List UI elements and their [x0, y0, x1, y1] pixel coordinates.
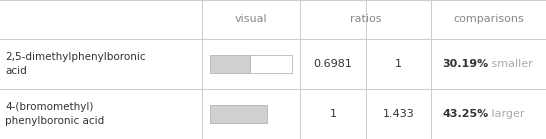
- Text: 1: 1: [329, 109, 336, 119]
- Text: ratios: ratios: [350, 14, 381, 24]
- Text: comparisons: comparisons: [453, 14, 524, 24]
- Text: larger: larger: [488, 109, 525, 119]
- Text: 1.433: 1.433: [382, 109, 414, 119]
- Bar: [250, 55, 292, 73]
- Bar: [210, 105, 267, 123]
- Text: 0.6981: 0.6981: [313, 59, 352, 69]
- Text: 43.25%: 43.25%: [442, 109, 488, 119]
- Text: 30.19%: 30.19%: [442, 59, 488, 69]
- Text: 4-(bromomethyl)
phenylboronic acid: 4-(bromomethyl) phenylboronic acid: [5, 102, 105, 126]
- Text: visual: visual: [235, 14, 268, 24]
- Text: smaller: smaller: [488, 59, 533, 69]
- Bar: [210, 55, 250, 73]
- Text: 1: 1: [395, 59, 402, 69]
- Text: 2,5-dimethylphenylboronic
acid: 2,5-dimethylphenylboronic acid: [5, 52, 146, 75]
